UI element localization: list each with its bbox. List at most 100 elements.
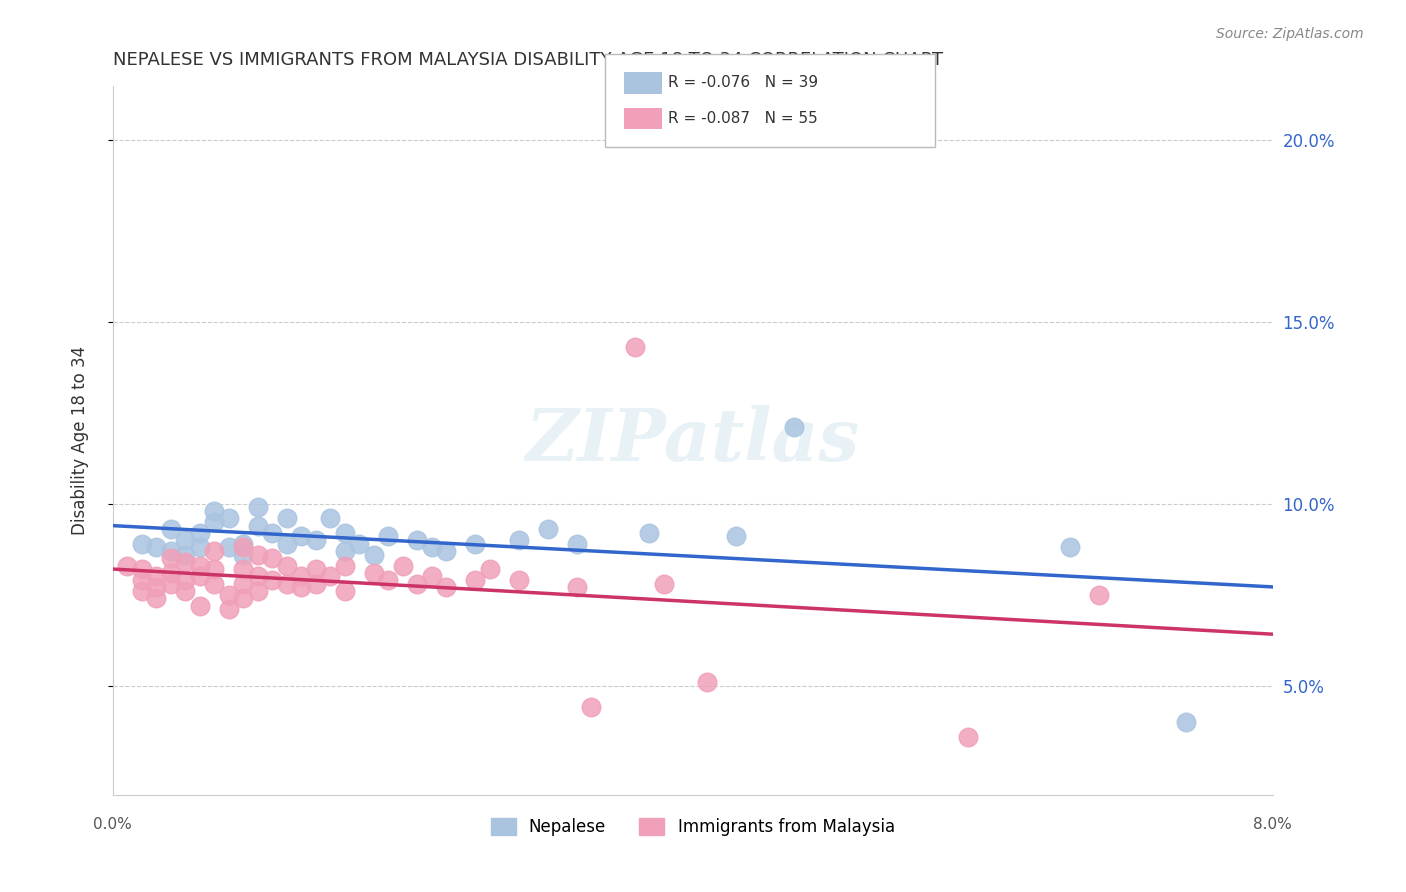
Text: Source: ZipAtlas.com: Source: ZipAtlas.com	[1216, 27, 1364, 41]
Point	[290, 581, 312, 595]
Point	[406, 533, 429, 548]
Point	[174, 584, 197, 599]
Text: ZIPatlas: ZIPatlas	[526, 405, 859, 475]
Point	[218, 541, 240, 555]
Point	[276, 511, 298, 525]
Point	[565, 581, 588, 595]
Point	[160, 522, 183, 536]
Text: NEPALESE VS IMMIGRANTS FROM MALAYSIA DISABILITY AGE 18 TO 34 CORRELATION CHART: NEPALESE VS IMMIGRANTS FROM MALAYSIA DIS…	[112, 51, 943, 69]
Point	[246, 518, 269, 533]
Point	[725, 529, 748, 543]
Point	[391, 558, 413, 573]
Text: R = -0.087   N = 55: R = -0.087 N = 55	[668, 112, 818, 126]
Point	[508, 573, 530, 587]
Text: R = -0.076   N = 39: R = -0.076 N = 39	[668, 76, 818, 90]
Point	[232, 591, 254, 606]
Point	[305, 562, 328, 576]
Point	[232, 541, 254, 555]
Point	[420, 569, 443, 583]
Point	[202, 504, 225, 518]
Point	[333, 544, 356, 558]
Point	[160, 566, 183, 580]
Point	[174, 548, 197, 562]
Point	[262, 573, 284, 587]
Point	[434, 544, 457, 558]
Point	[276, 537, 298, 551]
Point	[145, 581, 167, 595]
Point	[145, 591, 167, 606]
Point	[377, 529, 399, 543]
Point	[305, 576, 328, 591]
Point	[202, 562, 225, 576]
Point	[145, 541, 167, 555]
Point	[478, 562, 501, 576]
Point	[1059, 541, 1081, 555]
Point	[246, 584, 269, 599]
Point	[290, 569, 312, 583]
Point	[160, 551, 183, 566]
Point	[1087, 588, 1109, 602]
Point	[131, 537, 153, 551]
Point	[1174, 714, 1197, 729]
Point	[333, 558, 356, 573]
Point	[160, 544, 183, 558]
Point	[420, 541, 443, 555]
Point	[246, 500, 269, 515]
Point	[188, 541, 211, 555]
Point	[232, 548, 254, 562]
Point	[319, 569, 342, 583]
Point	[349, 537, 371, 551]
Point	[174, 573, 197, 587]
Point	[537, 522, 560, 536]
Point	[117, 558, 139, 573]
Point	[783, 420, 806, 434]
Point	[464, 537, 486, 551]
Point	[276, 576, 298, 591]
Point	[218, 511, 240, 525]
Point	[174, 533, 197, 548]
Point	[188, 599, 211, 613]
Point	[218, 588, 240, 602]
Point	[464, 573, 486, 587]
Point	[363, 566, 385, 580]
Text: 8.0%: 8.0%	[1253, 816, 1292, 831]
Point	[232, 537, 254, 551]
Point	[406, 576, 429, 591]
Point	[333, 525, 356, 540]
Point	[305, 533, 328, 548]
Point	[145, 569, 167, 583]
Point	[131, 584, 153, 599]
Point	[508, 533, 530, 548]
Point	[174, 555, 197, 569]
Point	[623, 340, 645, 354]
Y-axis label: Disability Age 18 to 34: Disability Age 18 to 34	[72, 345, 89, 534]
Point	[262, 551, 284, 566]
Point	[188, 558, 211, 573]
Point	[188, 525, 211, 540]
Point	[276, 558, 298, 573]
Point	[333, 584, 356, 599]
Point	[638, 525, 661, 540]
Point	[696, 675, 718, 690]
Point	[246, 548, 269, 562]
Point	[188, 569, 211, 583]
Point	[565, 537, 588, 551]
Point	[202, 576, 225, 591]
Point	[652, 576, 675, 591]
Legend: Nepalese, Immigrants from Malaysia: Nepalese, Immigrants from Malaysia	[484, 812, 901, 843]
Point	[218, 602, 240, 616]
Point	[202, 515, 225, 529]
Point	[160, 576, 183, 591]
Point	[434, 581, 457, 595]
Point	[363, 548, 385, 562]
Point	[232, 576, 254, 591]
Point	[131, 562, 153, 576]
Point	[290, 529, 312, 543]
Point	[262, 525, 284, 540]
Point	[579, 700, 602, 714]
Point	[232, 562, 254, 576]
Text: 0.0%: 0.0%	[93, 816, 132, 831]
Point	[131, 573, 153, 587]
Point	[202, 544, 225, 558]
Point	[246, 569, 269, 583]
